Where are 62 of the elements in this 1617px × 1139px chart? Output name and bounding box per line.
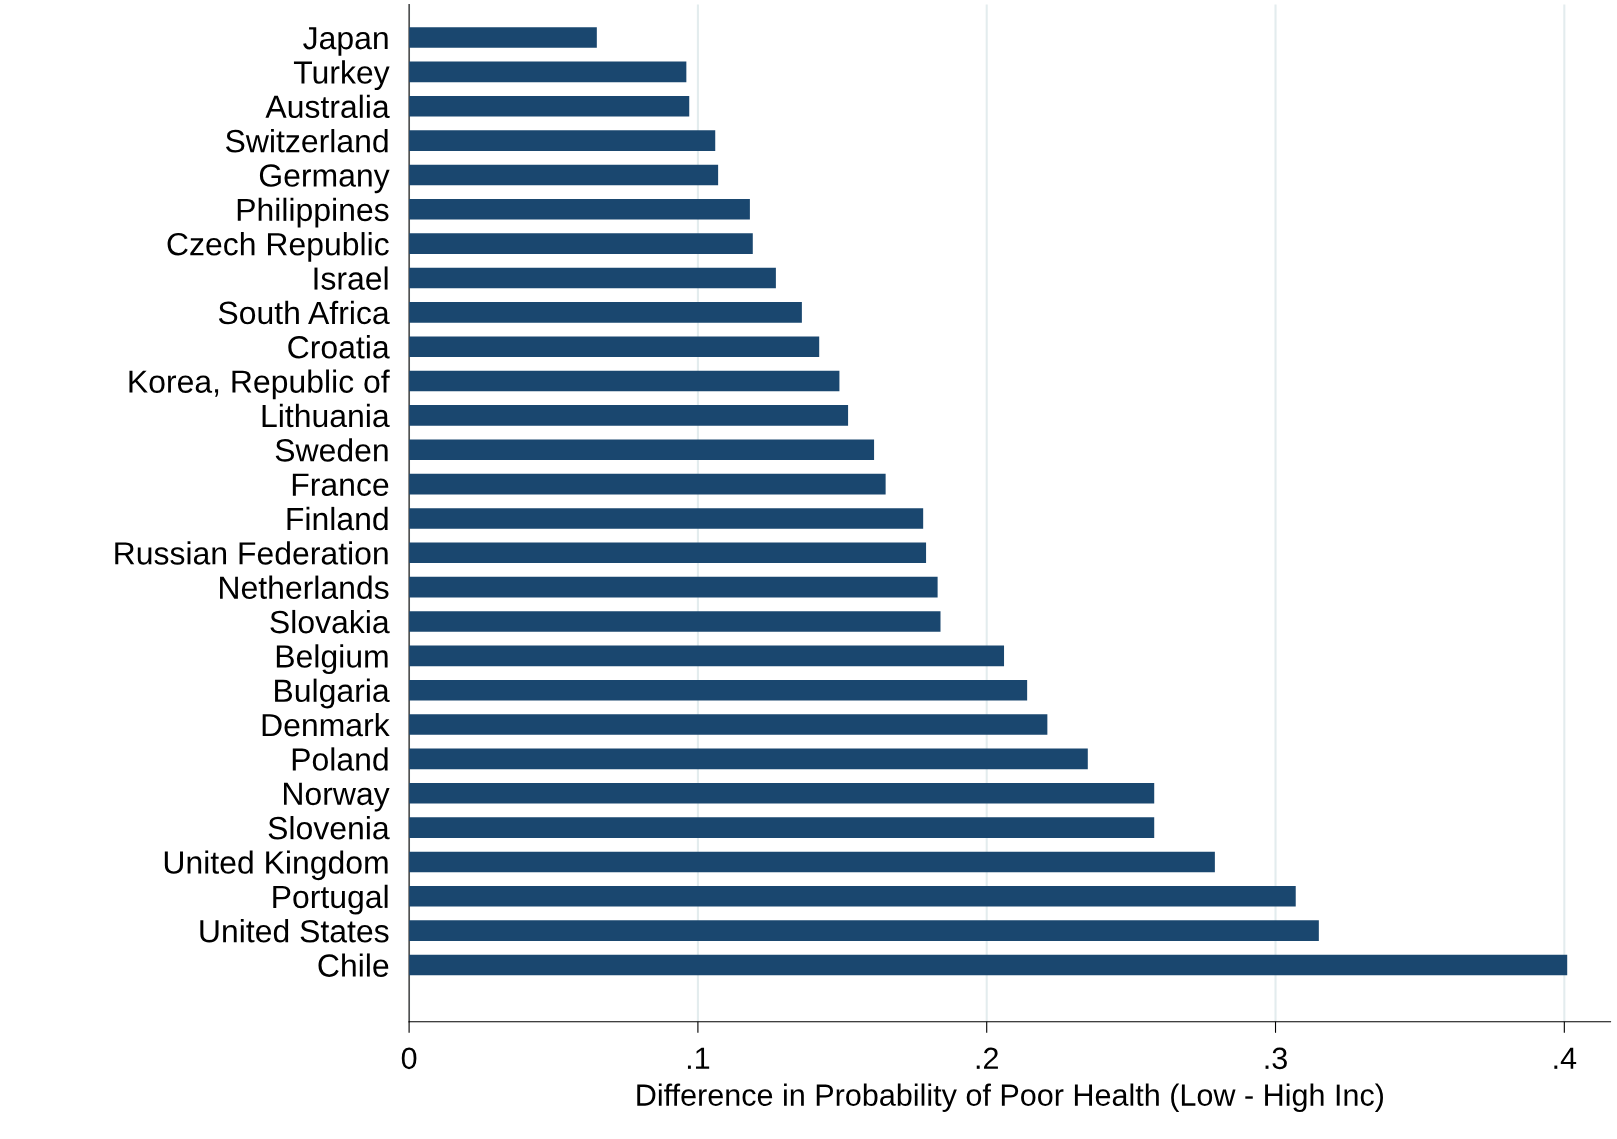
y-tick-label: France (292, 473, 389, 496)
bar (409, 508, 924, 529)
y-tick-label: Korea, Republic of (129, 369, 390, 400)
bar (409, 370, 840, 392)
bar (409, 439, 875, 461)
y-tick-label: Philippines (237, 197, 389, 228)
bar (409, 851, 1215, 873)
y-tick-label: Israel (314, 266, 388, 290)
y-tick-label: Germany (259, 164, 390, 194)
y-tick-label: Norway (284, 782, 390, 812)
bar (409, 748, 1088, 770)
y-tick-label: Portugal (273, 884, 388, 915)
x-axis-title: Difference in Probability of Poor Health (Low - High Inc) (637, 1083, 1383, 1112)
y-tick-label: Poland (292, 747, 388, 771)
y-tick-label: Netherlands (220, 575, 389, 600)
y-tick-label: Lithuania (262, 403, 390, 428)
y-tick-label: Belgium (276, 644, 388, 675)
bar (409, 920, 1319, 941)
bar (409, 302, 802, 323)
bar (409, 95, 690, 117)
bar (409, 405, 849, 426)
y-tick-label: South Africa (218, 300, 390, 325)
y-tick-label: Croatia (288, 335, 390, 359)
bar (409, 198, 750, 220)
bar (409, 233, 753, 254)
bar (409, 473, 886, 495)
y-tick-label: Japan (303, 27, 388, 56)
y-tick-label: Czech Republic (167, 232, 389, 262)
x-tick-label: 0 (401, 1047, 417, 1070)
x-tick-label: .1 (687, 1047, 710, 1069)
y-tick-label: Denmark (262, 712, 390, 737)
y-tick-label: Australia (265, 94, 390, 119)
x-tick-label: .3 (1265, 1047, 1287, 1070)
bar (409, 714, 1048, 735)
bar (409, 611, 941, 632)
y-tick-label: Bulgaria (275, 678, 390, 709)
y-tick-label: Slovakia (270, 609, 390, 634)
y-tick-label: Finland (287, 506, 388, 531)
bar (409, 817, 1155, 838)
bar (409, 27, 597, 48)
bar (409, 954, 1568, 976)
y-tick-label: Chile (318, 953, 389, 977)
bar (409, 61, 687, 83)
bar (409, 267, 776, 289)
y-tick-label: Switzerland (226, 129, 388, 153)
bar (409, 130, 716, 151)
bar (409, 576, 938, 598)
bar (409, 886, 1296, 907)
y-tick-label: Slovenia (268, 816, 390, 840)
bar (409, 164, 719, 186)
y-tick-label: United States (200, 919, 389, 943)
y-tick-label: Russian Federation (115, 541, 388, 565)
y-tick-label: Sweden (275, 438, 388, 462)
bar (409, 336, 820, 357)
bar (409, 542, 927, 564)
x-tick-label: .4 (1554, 1047, 1577, 1069)
x-tick-label: .2 (976, 1047, 998, 1069)
y-tick-label: Turkey (293, 60, 390, 91)
bar (409, 782, 1155, 804)
bar (409, 679, 1028, 701)
bar (409, 645, 1005, 667)
y-tick-label: United Kingdom (164, 850, 388, 881)
